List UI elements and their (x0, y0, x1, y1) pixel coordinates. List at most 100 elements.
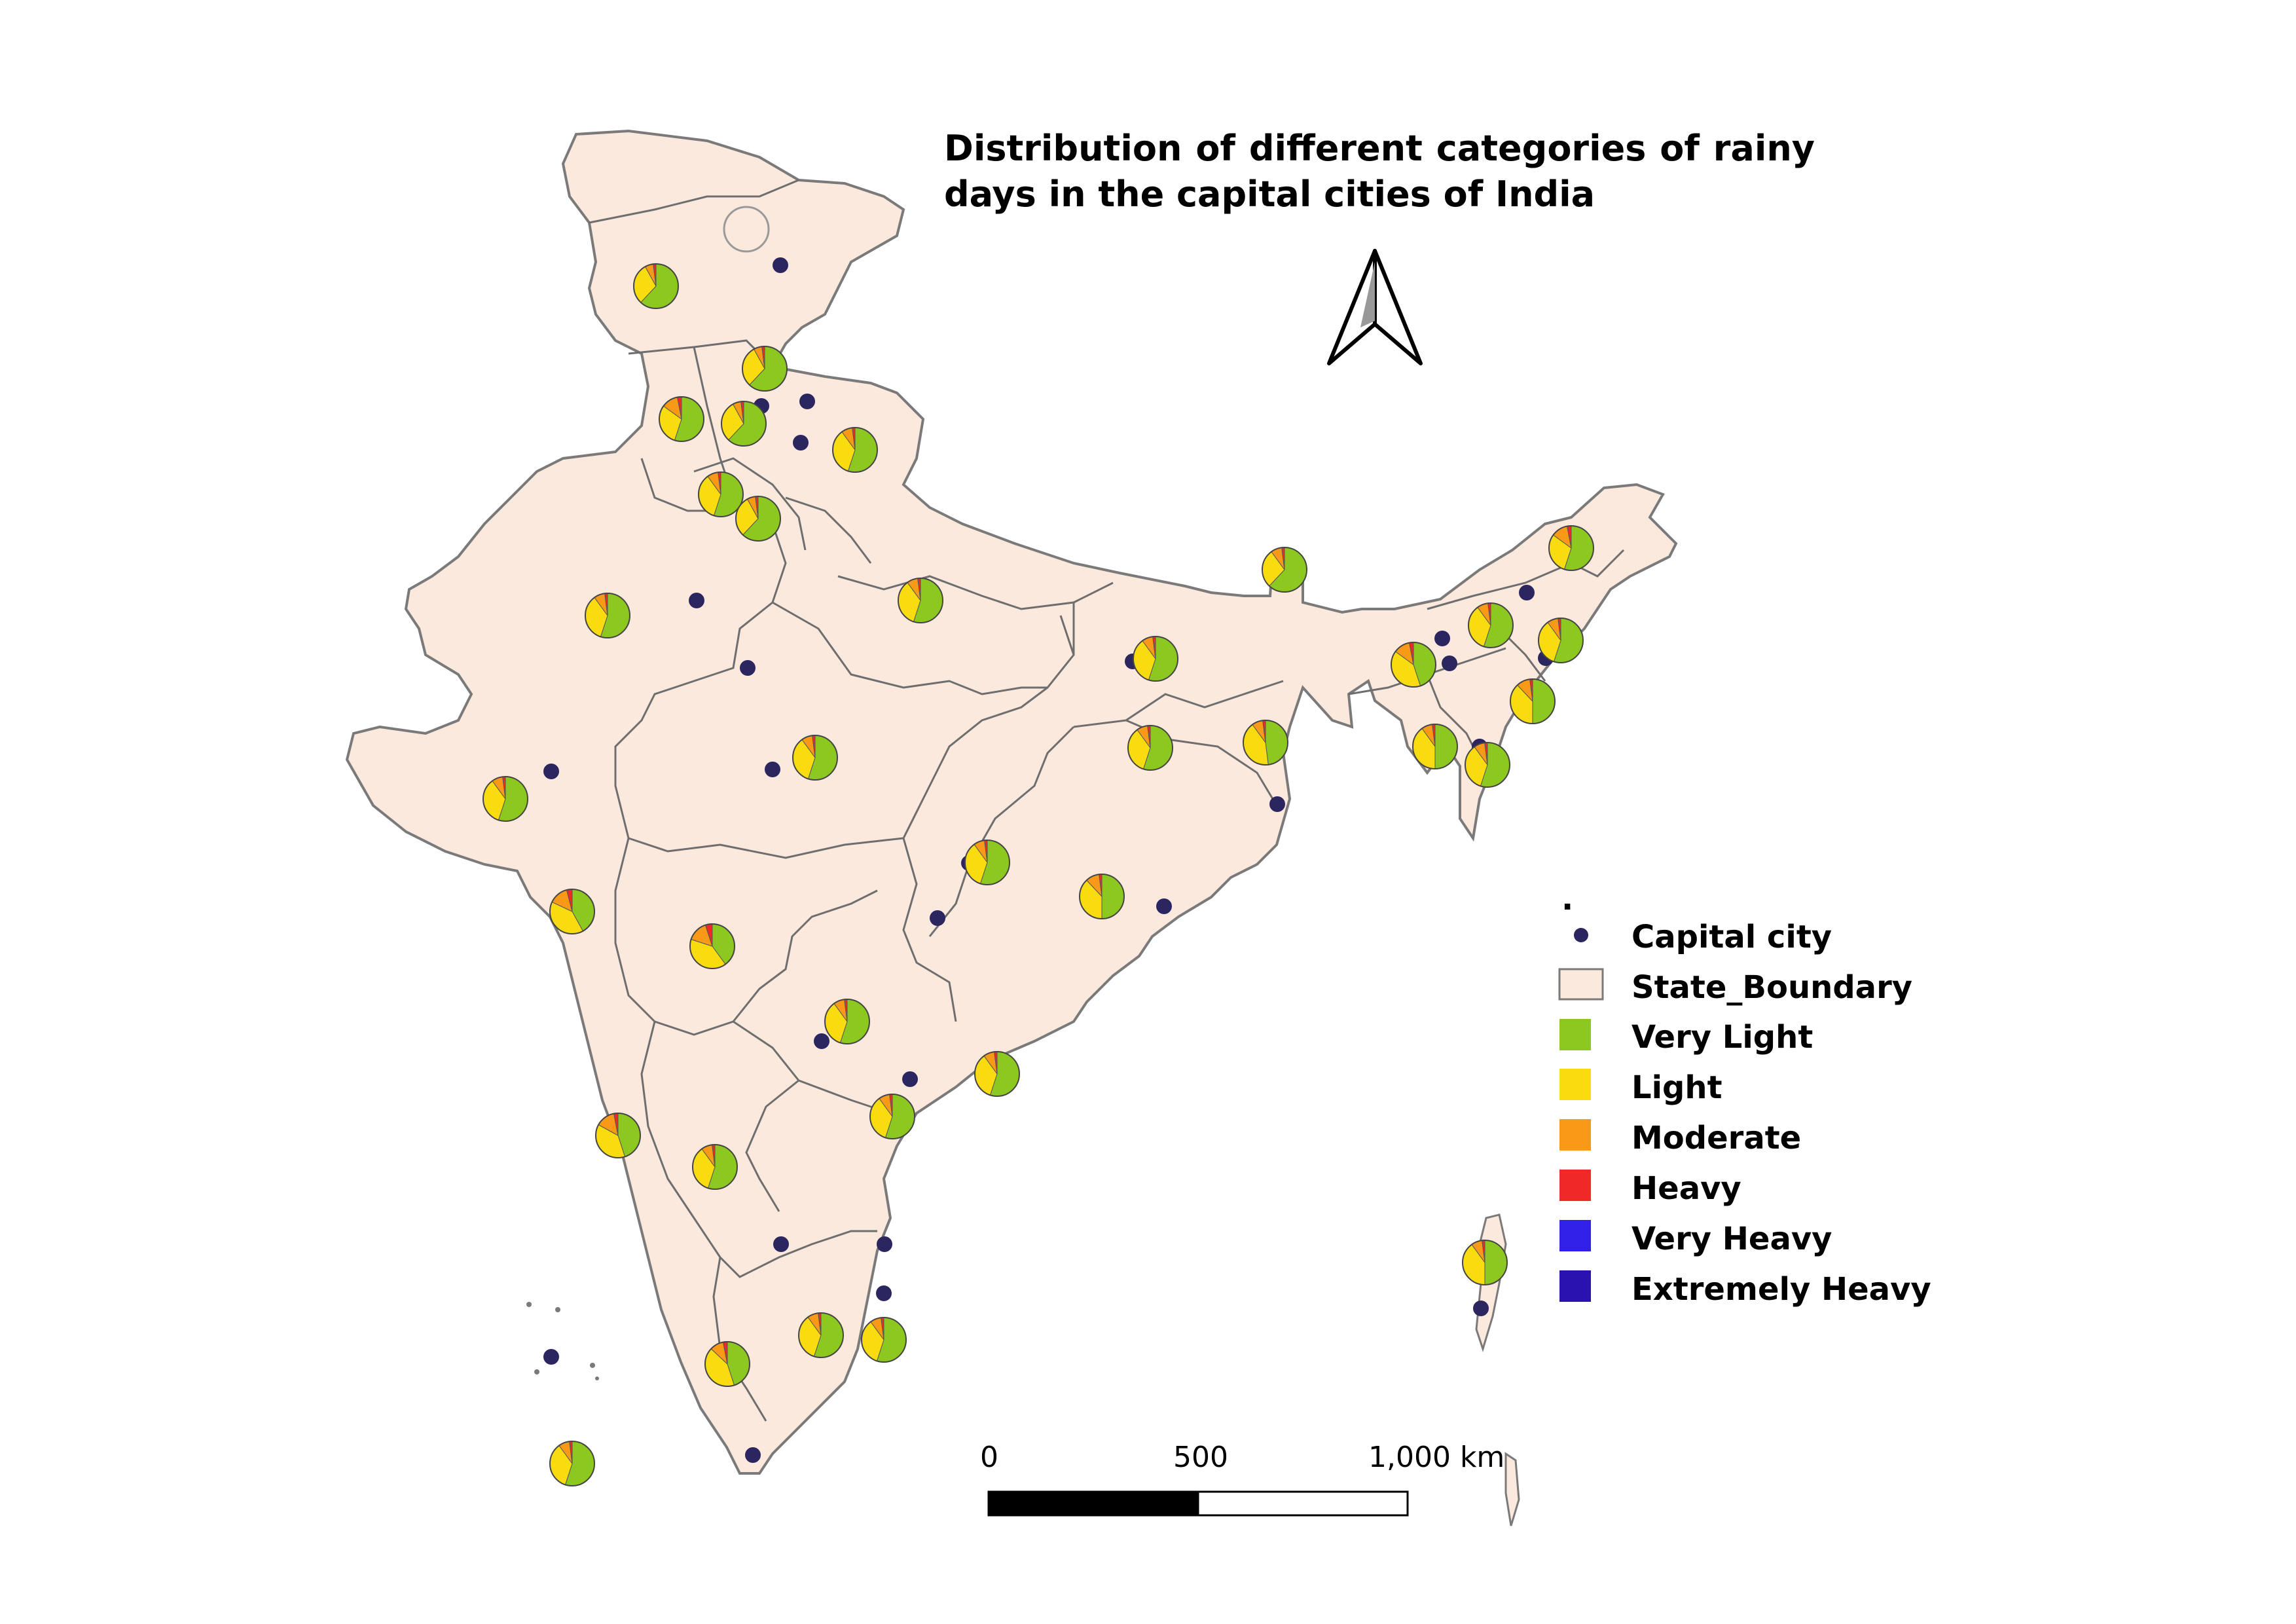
pie-outline (824, 999, 870, 1044)
pie-outline (1262, 547, 1307, 593)
pie-outline (1462, 1240, 1508, 1285)
scale-label-500: 500 (1173, 1441, 1228, 1474)
pie-outline (698, 471, 744, 517)
rainfall-pie (721, 401, 767, 447)
rainfall-pie (742, 346, 788, 392)
legend-label-moderate: Moderate (1631, 1120, 1802, 1156)
capital-city-point (773, 1236, 789, 1252)
capital-city-point (765, 762, 780, 777)
legend-heading: . (1561, 881, 1574, 917)
rainfall-pie (798, 1312, 844, 1358)
pie-outline (633, 263, 679, 309)
capital-city-point (689, 593, 704, 608)
rainfall-pie (735, 496, 781, 542)
capital-city-point (740, 660, 756, 676)
capital-city-point (1434, 631, 1450, 646)
capital-city-point (1269, 796, 1285, 812)
rainfall-pie (704, 1341, 750, 1387)
pie-outline (483, 776, 528, 822)
rainfall-pie (1462, 1240, 1508, 1285)
pie-outline (549, 889, 595, 934)
rainfall-pie (824, 999, 870, 1044)
capital-city-point (1473, 1301, 1489, 1316)
rainfall-pie (1538, 618, 1584, 663)
pie-outline (974, 1051, 1020, 1097)
pie-outline (1548, 525, 1594, 571)
rainfall-pie (974, 1051, 1020, 1097)
capital-city-point (902, 1071, 918, 1087)
legend-label-light: Light (1631, 1069, 1722, 1106)
legend-label-capital-city: Capital city (1631, 919, 1832, 955)
scale-label-0: 0 (980, 1441, 998, 1474)
pie-outline (1510, 678, 1556, 724)
pie-outline (585, 593, 630, 638)
pie-outline (704, 1341, 750, 1387)
rainfall-pie (689, 923, 735, 969)
rainfall-pie (549, 889, 595, 934)
pie-outline (964, 840, 1010, 885)
rainfall-pies (483, 263, 1594, 1486)
capital-city-point (1442, 655, 1457, 671)
pie-outline (1079, 874, 1125, 919)
pie-outline (792, 735, 838, 781)
scale-label-1000: 1,000 km (1368, 1441, 1505, 1474)
legend-label-extremely-heavy: Extremely Heavy (1631, 1271, 1931, 1308)
pie-outline (692, 1144, 738, 1190)
rainfall-pie (1133, 636, 1178, 682)
rainfall-pie (595, 1113, 641, 1158)
rainfall-pie (1127, 725, 1173, 771)
pie-outline (1127, 725, 1173, 771)
capital-city-point (745, 1447, 761, 1463)
capital-city-point (543, 764, 559, 779)
pie-outline (1243, 720, 1288, 766)
north-arrow (1327, 249, 1423, 365)
pie-outline (798, 1312, 844, 1358)
capital-city-point (1519, 585, 1535, 600)
rainfall-pie (633, 263, 679, 309)
rainfall-pie (1468, 602, 1514, 648)
pie-outline (1468, 602, 1514, 648)
map-title: Distribution of different categories of … (944, 128, 1815, 215)
pie-outline (689, 923, 735, 969)
rainfall-pie (1510, 678, 1556, 724)
pie-outline (1391, 642, 1436, 688)
rainfall-pie (1262, 547, 1307, 593)
legend-label-very-heavy: Very Heavy (1631, 1221, 1832, 1257)
capital-city-point (543, 1349, 559, 1365)
rainfall-pie (585, 593, 630, 638)
rainfall-pie (898, 578, 943, 623)
pie-slice (1532, 678, 1556, 724)
pie-outline (898, 578, 943, 623)
empty-pie-marker (723, 206, 770, 253)
pie-outline (832, 427, 878, 473)
lakshadweep-islands (526, 1302, 599, 1380)
capital-city-point (930, 910, 945, 926)
pie-outline (1465, 742, 1510, 788)
rainfall-pie (869, 1094, 915, 1139)
scale-bar (987, 1490, 1409, 1517)
state-boundary-mainland (345, 129, 1678, 1475)
rainfall-pie (1079, 874, 1125, 919)
rainfall-pie (549, 1441, 595, 1486)
capital-city-point (793, 435, 809, 451)
pie-outline (1538, 618, 1584, 663)
legend-symbols (1558, 928, 1604, 1302)
legend-label-very-light: Very Light (1631, 1019, 1813, 1056)
pie-outline (659, 396, 704, 442)
rainfall-pie (1548, 525, 1594, 571)
rainfall-pie (698, 471, 744, 517)
pie-outline (1133, 636, 1178, 682)
pie-outline (742, 346, 788, 392)
rainfall-pie (692, 1144, 738, 1190)
pie-outline (1412, 724, 1458, 769)
rainfall-pie (659, 396, 704, 442)
pie-outline (869, 1094, 915, 1139)
pie-outline (861, 1317, 907, 1363)
capital-city-point (773, 257, 788, 273)
rainfall-pie (861, 1317, 907, 1363)
pie-outline (721, 401, 767, 447)
capital-city-point (876, 1285, 892, 1301)
capital-city-point (1156, 898, 1172, 914)
rainfall-pie (1412, 724, 1458, 769)
